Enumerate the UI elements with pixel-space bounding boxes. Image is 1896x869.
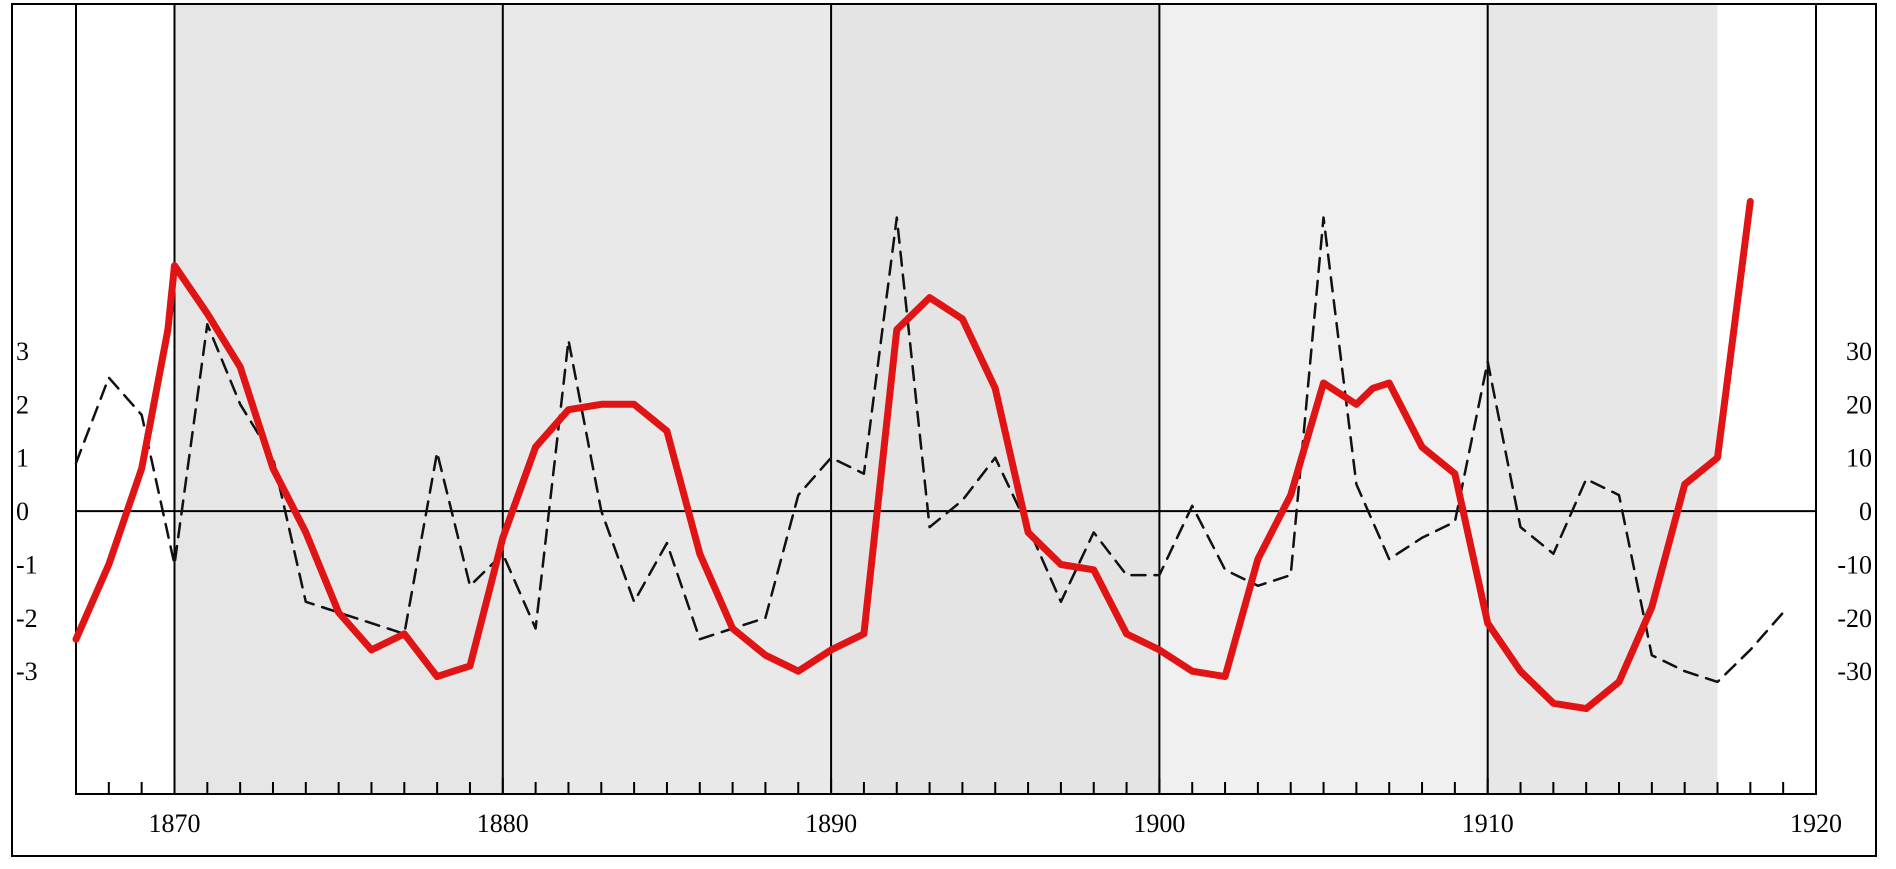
- right-tick-label: 20: [1846, 390, 1872, 419]
- left-tick-label: 0: [16, 497, 29, 526]
- x-tick-label: 1910: [1462, 809, 1514, 838]
- left-tick-label: -3: [16, 657, 38, 686]
- series-layer: [72, 198, 1785, 713]
- plot-area: [75, 3, 1817, 795]
- right-tick-label: -30: [1837, 657, 1872, 686]
- left-tick-label: -1: [16, 550, 38, 579]
- shaded-bands: [174, 4, 1718, 794]
- solid-series-line: [72, 198, 1754, 713]
- x-tick-label: 1870: [148, 809, 200, 838]
- left-tick-label: 3: [16, 337, 29, 366]
- right-tick-label: 10: [1846, 444, 1872, 473]
- vertical-gridlines: [173, 4, 1489, 794]
- left-tick-label: 2: [16, 390, 29, 419]
- shaded-band: [1487, 4, 1718, 794]
- left-axis-labels: 3 2 1 0 -1 -2 -3: [16, 337, 38, 686]
- shaded-band: [174, 4, 503, 794]
- shaded-band: [1159, 4, 1488, 794]
- x-tick-label: 1890: [805, 809, 857, 838]
- shaded-band: [502, 4, 832, 794]
- right-tick-label: -10: [1837, 550, 1872, 579]
- x-axis-ticks: 1870 1880 1890 1900 1910 1920: [107, 778, 1842, 838]
- right-tick-label: 30: [1846, 337, 1872, 366]
- right-tick-label: -20: [1837, 604, 1872, 633]
- x-tick-label: 1920: [1790, 809, 1842, 838]
- right-tick-label: 0: [1859, 497, 1872, 526]
- right-axis-labels: 30 20 10 0 -10 -20 -30: [1837, 337, 1872, 686]
- left-tick-label: 1: [16, 444, 29, 473]
- x-tick-label: 1900: [1133, 809, 1185, 838]
- left-tick-label: -2: [16, 604, 38, 633]
- x-tick-label: 1880: [477, 809, 529, 838]
- dashed-series-line: [74, 216, 1785, 684]
